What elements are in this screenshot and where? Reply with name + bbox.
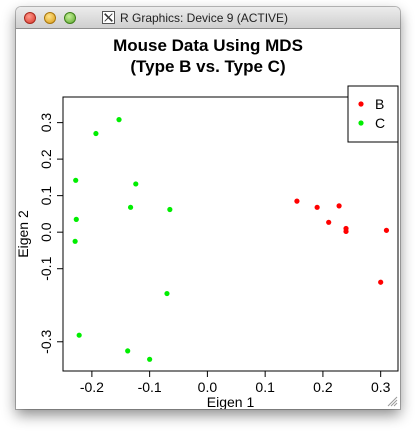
legend-label-c: C: [375, 115, 385, 131]
x-tick-label: 0.0: [198, 379, 218, 395]
data-point-c: [72, 238, 78, 244]
legend-label-b: B: [375, 96, 384, 112]
data-point-c: [164, 290, 170, 297]
x-tick-label: 0.2: [313, 379, 333, 395]
y-tick-label: -0.1: [38, 256, 54, 280]
title-bar[interactable]: R Graphics: Device 9 (ACTIVE): [16, 7, 400, 29]
y-tick-label: 0.0: [38, 222, 54, 242]
data-point-b: [294, 198, 300, 204]
x-tick-label: 0.1: [255, 379, 275, 395]
minimize-button[interactable]: [44, 12, 56, 24]
x-tick-label: 0.3: [371, 379, 391, 395]
x-axis-label: Eigen 1: [207, 394, 255, 409]
data-point-c: [147, 356, 153, 362]
data-point-b: [383, 227, 390, 233]
legend-marker-c: [358, 120, 364, 126]
data-point-c: [76, 332, 82, 338]
zoom-button[interactable]: [64, 12, 76, 24]
resize-grip-icon[interactable]: [387, 396, 398, 407]
r-graphics-window: R Graphics: Device 9 (ACTIVE) Mouse Data…: [16, 7, 400, 409]
data-point-c: [127, 204, 134, 210]
data-point-b: [314, 204, 320, 210]
data-point-b: [343, 228, 349, 235]
data-point-b: [378, 279, 384, 285]
x-tick-label: -0.1: [138, 379, 162, 395]
chart-subtitle: (Type B vs. Type C): [130, 57, 285, 76]
legend-box: [347, 85, 399, 143]
x-tick-label: -0.2: [80, 379, 104, 395]
data-point-c: [116, 117, 122, 123]
data-point-c: [125, 348, 131, 354]
y-tick-label: 0.3: [38, 113, 54, 133]
data-point-c: [133, 181, 139, 187]
y-tick-label: -0.3: [38, 329, 54, 353]
window-title: R Graphics: Device 9 (ACTIVE): [120, 11, 289, 25]
data-point-c: [73, 177, 79, 183]
x11-icon: [102, 11, 115, 24]
chart-title: Mouse Data Using MDS: [113, 36, 303, 55]
plot-frame: [62, 96, 399, 372]
data-point-b: [326, 219, 332, 225]
data-point-c: [73, 216, 79, 222]
y-tick-label: 0.1: [38, 186, 54, 206]
close-button[interactable]: [24, 12, 36, 24]
data-point-c: [167, 206, 173, 213]
data-point-c: [93, 130, 99, 137]
mds-scatter-plot: Mouse Data Using MDS (Type B vs. Type C) -…: [16, 36, 399, 409]
y-axis-label: Eigen 2: [16, 210, 31, 258]
legend-marker-b: [358, 101, 364, 107]
data-point-b: [336, 203, 342, 209]
y-tick-label: 0.2: [38, 149, 54, 169]
